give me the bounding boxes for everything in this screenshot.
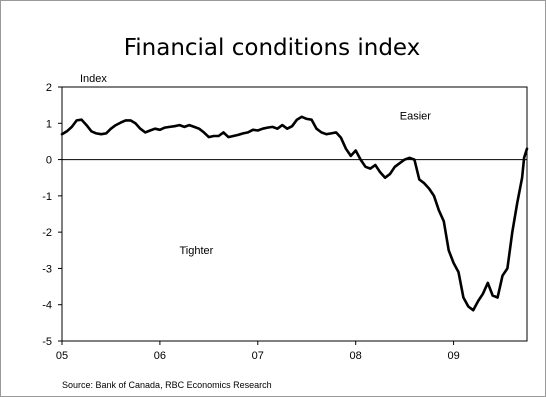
- x-tick-label: 07: [252, 350, 264, 362]
- annotation-text: Easier: [400, 111, 432, 123]
- y-tick-label: -1: [42, 191, 52, 203]
- y-tick-label: -4: [42, 300, 52, 312]
- axes: [58, 86, 528, 345]
- annotation-text: Tighter: [179, 245, 213, 257]
- chart-title: Financial conditions index: [124, 35, 421, 61]
- series-group: [60, 115, 529, 312]
- x-tick-label: 06: [154, 350, 166, 362]
- x-tick-label: 09: [447, 350, 459, 362]
- y-tick-label: 1: [46, 118, 52, 130]
- x-tick-label: 05: [56, 350, 68, 362]
- source-note: Source: Bank of Canada, RBC Economics Re…: [62, 380, 272, 390]
- y-tick-label: -3: [42, 263, 52, 275]
- y-tick-label: -5: [42, 336, 52, 348]
- annotations: Easier Tighter: [179, 111, 431, 257]
- y-axis-label: Index: [80, 73, 107, 85]
- series-line: [60, 115, 529, 312]
- tick-labels: 2 1 0 -1 -2 -3 -4 -5 05 06 07 08 09: [42, 82, 459, 362]
- y-tick-label: 2: [46, 82, 52, 94]
- x-tick-label: 08: [350, 350, 362, 362]
- plot-area: [61, 86, 528, 342]
- y-tick-label: 0: [46, 155, 52, 167]
- y-tick-label: -2: [42, 227, 52, 239]
